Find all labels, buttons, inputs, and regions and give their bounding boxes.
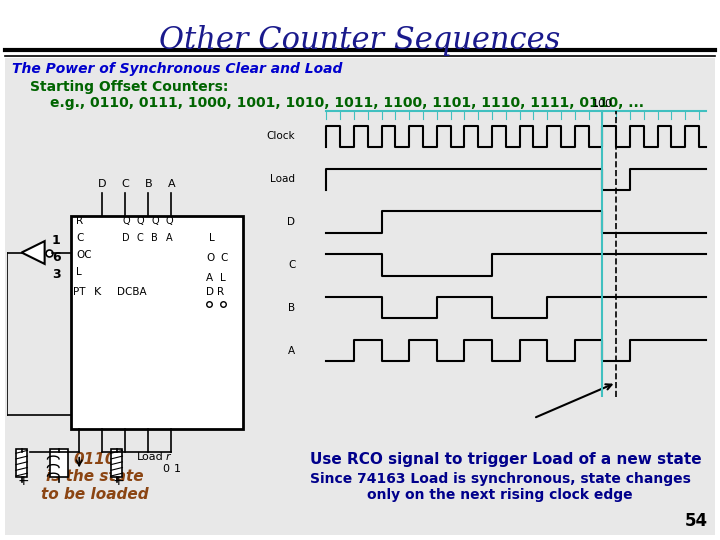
Text: DCBA: DCBA [117, 287, 146, 297]
Text: 1: 1 [174, 464, 181, 474]
Text: Use RCO signal to trigger Load of a new state: Use RCO signal to trigger Load of a new … [310, 452, 701, 467]
Text: D: D [206, 287, 214, 297]
Text: Since 74163 Load is synchronous, state changes
only on the next rising clock edg: Since 74163 Load is synchronous, state c… [310, 472, 690, 502]
Text: Q: Q [151, 216, 159, 226]
Text: L: L [220, 273, 226, 283]
Text: A: A [288, 346, 295, 355]
Text: 6: 6 [52, 251, 60, 264]
Text: Other Counter Sequences: Other Counter Sequences [159, 25, 561, 56]
Text: B: B [288, 303, 295, 313]
Text: L: L [76, 267, 82, 278]
Text: e.g., 0110, 0111, 1000, 1001, 1010, 1011, 1100, 1101, 1110, 1111, 0110, ...: e.g., 0110, 0111, 1000, 1001, 1010, 1011… [50, 96, 644, 110]
Text: 0110
is the state
to be loaded: 0110 is the state to be loaded [41, 452, 149, 502]
Text: C: C [76, 233, 84, 243]
Text: Load: Load [270, 174, 295, 184]
Text: L: L [209, 233, 215, 243]
Text: Q: Q [137, 216, 145, 226]
Text: R: R [76, 216, 84, 226]
Text: 54: 54 [685, 512, 708, 530]
Text: Load: Load [137, 453, 163, 462]
Text: B: B [145, 179, 152, 189]
Text: The Power of Synchronous Clear and Load: The Power of Synchronous Clear and Load [12, 62, 343, 76]
Text: +: + [17, 474, 29, 488]
Text: A: A [166, 233, 172, 243]
Polygon shape [22, 241, 45, 264]
Text: 0: 0 [163, 464, 170, 474]
Text: C: C [137, 233, 143, 243]
Text: PT: PT [73, 287, 86, 297]
Text: D: D [98, 179, 107, 189]
Text: +: + [112, 474, 124, 488]
Text: D: D [287, 217, 295, 227]
Text: O: O [206, 253, 214, 263]
Text: Q: Q [122, 216, 130, 226]
Text: r: r [166, 453, 170, 462]
Text: OC: OC [76, 250, 92, 260]
Text: A: A [168, 179, 175, 189]
Bar [16, 449, 27, 477]
Text: A: A [206, 273, 213, 283]
Text: 1: 1 [52, 234, 60, 247]
Text: K: K [94, 287, 101, 297]
Text: C: C [220, 253, 228, 263]
Bar [71, 215, 243, 429]
Text: 100: 100 [592, 99, 613, 109]
Text: C: C [122, 179, 129, 189]
Text: C: C [288, 260, 295, 270]
Text: R: R [217, 287, 225, 297]
Bar [5, 58, 715, 535]
Text: Q: Q [166, 216, 174, 226]
Text: Clock: Clock [266, 131, 295, 141]
Bar [111, 449, 122, 477]
Text: D: D [122, 233, 130, 243]
Bar [50, 449, 68, 477]
Text: 3: 3 [52, 268, 60, 281]
Text: B: B [151, 233, 158, 243]
Text: Starting Offset Counters:: Starting Offset Counters: [30, 80, 228, 94]
